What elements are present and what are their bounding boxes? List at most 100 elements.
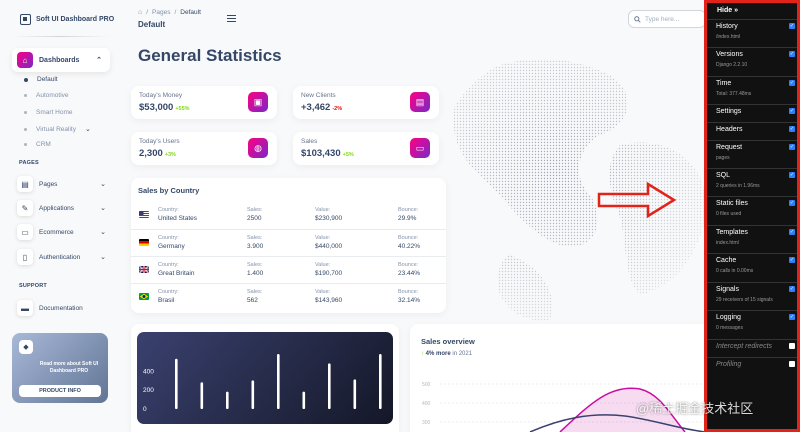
toolbar-panel-signals[interactable]: Signals 29 receivers of 15 signals ✓ bbox=[707, 282, 797, 310]
chevron-down-icon: ⌄ bbox=[84, 126, 91, 133]
panel-toggle-checkbox[interactable]: ✓ bbox=[789, 229, 795, 235]
panel-toggle-checkbox[interactable]: ✓ bbox=[789, 314, 795, 320]
toolbar-panel-profiling[interactable]: Profiling bbox=[707, 357, 797, 375]
sidebar-item-label: Pages bbox=[39, 180, 58, 188]
toolbar-panel-time[interactable]: Time Total: 377.48ms ✓ bbox=[707, 76, 797, 104]
cell-bounce: Bounce: 29.9% bbox=[398, 207, 419, 222]
panel-toggle-checkbox[interactable]: ✓ bbox=[789, 80, 795, 86]
panel-toggle-checkbox[interactable]: ✓ bbox=[789, 172, 795, 178]
stat-card-sales: Sales $103,430 +5% ▭ bbox=[293, 132, 439, 165]
diamond-icon: ◆ bbox=[19, 340, 33, 354]
sidebar-item-authentication[interactable]: ▯ Authentication ⌄ bbox=[17, 249, 110, 265]
bar-5 bbox=[302, 391, 306, 409]
bar-chart: 400 200 0 bbox=[143, 354, 382, 413]
sidebar-subitem-virtual-reality[interactable]: Virtual Reality ⌄ bbox=[24, 125, 91, 133]
basket-icon: ▭ bbox=[17, 224, 33, 240]
sidebar-item-label: Ecommerce bbox=[39, 228, 74, 236]
toolbar-panel-logging[interactable]: Logging 0 messages ✓ bbox=[707, 310, 797, 339]
stat-label: Today's Users bbox=[139, 138, 180, 145]
panel-toggle-checkbox[interactable]: ✓ bbox=[789, 144, 795, 150]
stat-value: +3,462 -2% bbox=[301, 102, 343, 113]
cell-sales: Sales: 2500 bbox=[247, 207, 263, 222]
toolbar-panel-sql[interactable]: SQL 2 queries in 1.96ms ✓ bbox=[707, 168, 797, 196]
panel-toggle-checkbox[interactable]: ✓ bbox=[789, 126, 795, 132]
stat-change: -2% bbox=[332, 106, 343, 112]
bar-2 bbox=[226, 391, 229, 409]
sidebar-subitem-crm[interactable]: CRM bbox=[24, 141, 51, 148]
toolbar-panel-history[interactable]: History/index.html ✓ bbox=[707, 19, 797, 47]
bar-chart-card: 400 200 0 bbox=[131, 324, 399, 432]
cell-value: Value: $143,960 bbox=[315, 289, 343, 304]
breadcrumb-current: Default bbox=[180, 9, 201, 16]
cell-country: Country: Great Britain bbox=[158, 262, 195, 277]
card-title: Sales by Country bbox=[138, 186, 200, 195]
cell-sales: Sales: 562 bbox=[247, 289, 263, 304]
table-row: Country: United States Sales: 2500 Value: $… bbox=[131, 202, 446, 229]
stat-change: +55% bbox=[175, 106, 190, 112]
box-icon: ▤ bbox=[17, 176, 33, 192]
toolbar-panel-templates[interactable]: Templates index.html ✓ bbox=[707, 225, 797, 253]
debug-toolbar: Hide » History/index.html ✓ Versions Django… bbox=[704, 0, 800, 432]
toolbar-panel-versions[interactable]: Versions Django 2.2.10 ✓ bbox=[707, 47, 797, 76]
toolbar-panel-title: Static files bbox=[716, 200, 748, 207]
sales-overview-card: Sales overview ↑ 4% more in 2021 500 400… bbox=[410, 324, 710, 432]
bar-y-tick: 400 bbox=[143, 368, 154, 375]
panel-toggle-checkbox[interactable]: ✓ bbox=[789, 23, 795, 29]
panel-toggle-checkbox[interactable]: ✓ bbox=[789, 51, 795, 57]
toolbar-panel-title: SQL bbox=[716, 172, 731, 179]
panel-toggle-checkbox[interactable]: ✓ bbox=[789, 286, 795, 292]
panel-toggle-checkbox[interactable] bbox=[789, 343, 795, 349]
toolbar-panel-settings[interactable]: Settings ✓ bbox=[707, 104, 797, 122]
sidebar-item-applications[interactable]: ✎ Applications ⌄ bbox=[17, 200, 110, 216]
toolbar-panel-cache[interactable]: Cache 0 calls in 0.00ms ✓ bbox=[707, 253, 797, 282]
brand[interactable]: Soft UI Dashboard PRO bbox=[20, 14, 114, 25]
overview-y-tick: 300 bbox=[422, 420, 431, 426]
toolbar-panel-headers[interactable]: Headers ✓ bbox=[707, 122, 797, 140]
panel-toggle-checkbox[interactable]: ✓ bbox=[789, 257, 795, 263]
table-row: Country: Germany Sales: 3.900 Value: $440,0… bbox=[131, 229, 446, 256]
toolbar-panel-intercept-redirects[interactable]: Intercept redirects bbox=[707, 339, 797, 357]
sidebar-subitem-automotive[interactable]: Automotive bbox=[24, 92, 69, 99]
main-title: General Statistics bbox=[138, 46, 282, 65]
sidebar-item-pages[interactable]: ▤ Pages ⌄ bbox=[17, 176, 110, 192]
help-card: ◆ Read more about Soft UI Dashboard PRO … bbox=[12, 333, 108, 403]
search-box[interactable] bbox=[628, 10, 706, 28]
cell-value: Value: $230,900 bbox=[315, 207, 343, 222]
toolbar-panel-subtitle: 0 messages bbox=[716, 325, 743, 331]
toolbar-panel-subtitle: 29 receivers of 15 signals bbox=[716, 297, 773, 303]
menu-icon[interactable] bbox=[227, 15, 236, 22]
toolbar-panel-static-files[interactable]: Static files 0 files used ✓ bbox=[707, 196, 797, 225]
toolbar-panel-title: Settings bbox=[716, 108, 742, 115]
panel-toggle-checkbox[interactable] bbox=[789, 361, 795, 367]
stat-card-clients: New Clients +3,462 -2% ▤ bbox=[293, 86, 439, 119]
sidebar-subitem-smart-home[interactable]: Smart Home bbox=[24, 109, 72, 116]
globe-graphic bbox=[430, 45, 710, 325]
sidebar-item-documentation[interactable]: ▬ Documentation bbox=[17, 300, 110, 316]
brand-name: Soft UI Dashboard PRO bbox=[36, 16, 115, 23]
toolbar-panel-subtitle: /index.html bbox=[716, 34, 741, 40]
bullet-icon bbox=[24, 94, 27, 97]
sidebar-item-dashboards[interactable]: ⌂ Dashboards ⌃ bbox=[12, 48, 110, 72]
sidebar-subitem-label: Smart Home bbox=[36, 109, 73, 116]
bar-7 bbox=[353, 379, 357, 409]
panel-toggle-checkbox[interactable]: ✓ bbox=[789, 200, 795, 206]
overview-line-chart: 500 400 300 bbox=[422, 382, 706, 432]
sidebar-item-ecommerce[interactable]: ▭ Ecommerce ⌄ bbox=[17, 224, 110, 240]
toolbar-panel-subtitle: pages bbox=[716, 155, 730, 161]
chevron-down-icon: ⌄ bbox=[100, 254, 106, 261]
overview-change: ↑ 4% more in 2021 bbox=[421, 351, 472, 357]
overview-line-1 bbox=[559, 387, 686, 432]
bar-1 bbox=[200, 382, 204, 409]
toolbar-panel-title: Headers bbox=[716, 126, 743, 133]
card-title: Sales overview bbox=[421, 337, 475, 346]
breadcrumb-pages[interactable]: Pages bbox=[152, 9, 171, 16]
hide-toolbar-button[interactable]: Hide » bbox=[717, 7, 739, 14]
chevron-up-icon: ⌃ bbox=[96, 57, 102, 64]
home-icon[interactable]: ⌂ bbox=[138, 9, 143, 16]
panel-toggle-checkbox[interactable]: ✓ bbox=[789, 108, 795, 114]
sidebar-subitem-default[interactable]: Default bbox=[24, 76, 58, 83]
bar-y-tick: 0 bbox=[143, 406, 147, 413]
product-info-button[interactable]: PRODUCT INFO bbox=[19, 385, 101, 397]
search-input[interactable] bbox=[645, 15, 705, 23]
toolbar-panel-request[interactable]: Request pages ✓ bbox=[707, 140, 797, 168]
